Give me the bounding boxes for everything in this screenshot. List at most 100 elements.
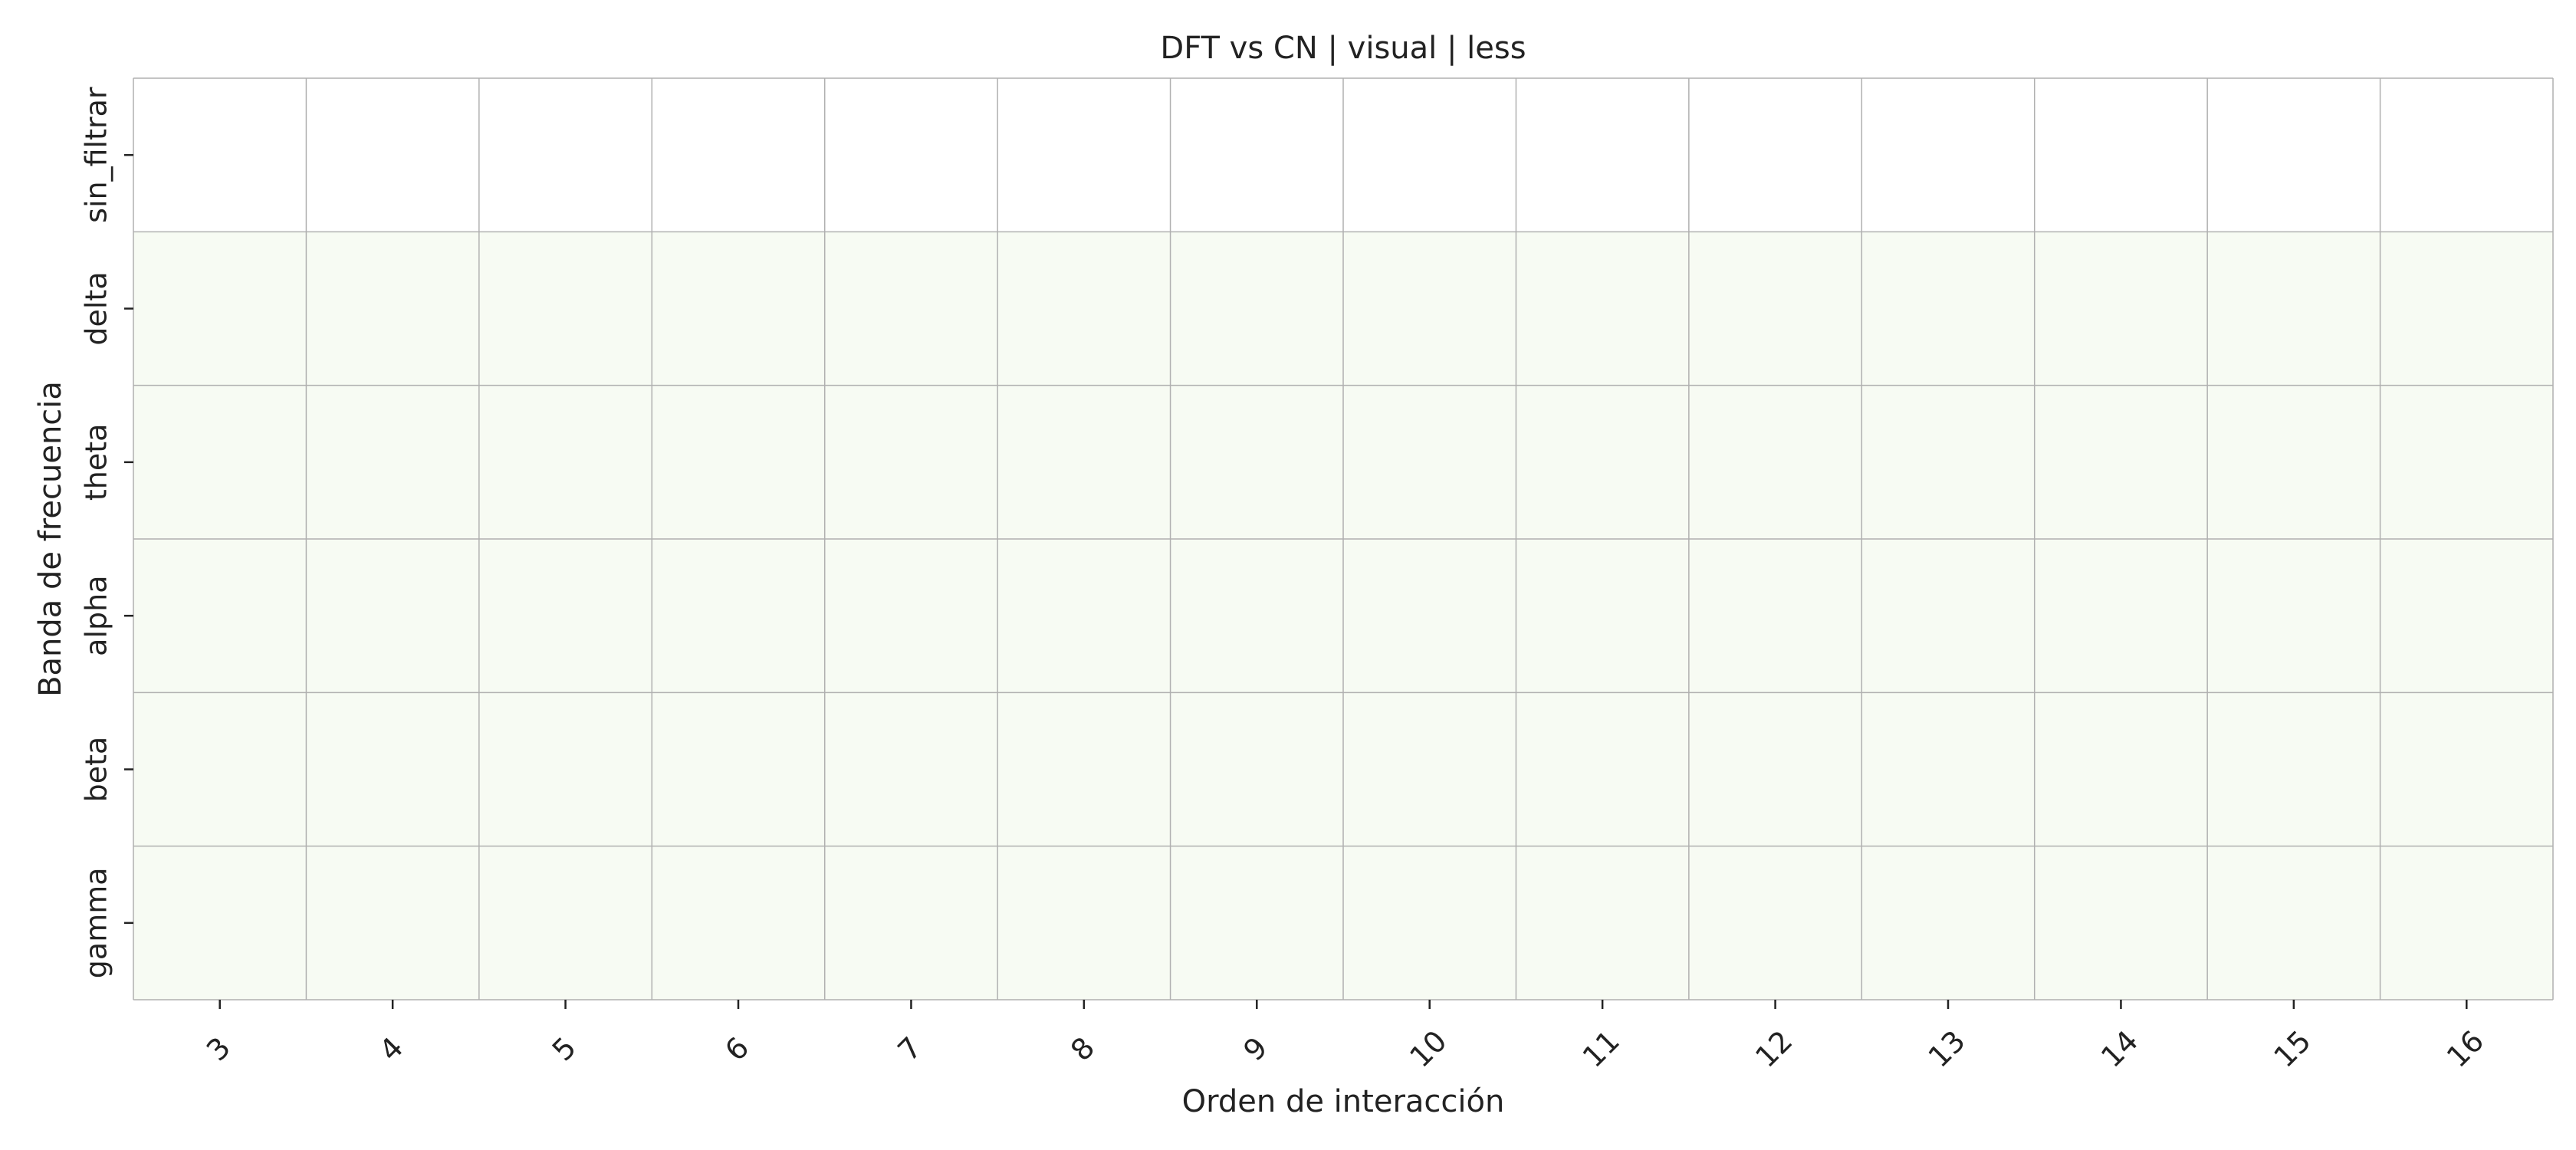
heatmap-cell [2207,78,2380,232]
chart-title: DFT vs CN | visual | less [1160,31,1526,66]
heatmap-cell [1861,692,2035,846]
heatmap-cell [2207,692,2380,846]
y-tick-label: alpha [80,575,113,656]
heatmap-cell [2034,539,2208,693]
heatmap-cell [997,539,1171,693]
heatmap-cell [478,692,652,846]
heatmap-cell [1343,78,1516,232]
heatmap-cell [2207,232,2380,386]
heatmap-cell [824,692,998,846]
y-tick-label: gamma [80,867,113,978]
heatmap-cell [1861,232,2035,386]
heatmap-cell [2380,692,2553,846]
heatmap-cell [2207,385,2380,539]
x-tick-label: 13 [1922,1024,1972,1074]
heatmap-cell [478,539,652,693]
heatmap-cell [1170,846,1343,1000]
heatmap-cell [2380,385,2553,539]
x-tick-label: 14 [2095,1024,2144,1074]
x-axis-label: Orden de interacción [1182,1084,1505,1119]
x-tick-label: 8 [1064,1030,1101,1067]
x-tick-label: 5 [546,1030,583,1067]
x-tick-label: 15 [2267,1024,2317,1074]
heatmap-cell [306,539,479,693]
heatmap-cell [1343,846,1516,1000]
heatmap-cell [2034,846,2208,1000]
heatmap-cell [824,539,998,693]
heatmap-cell [133,846,307,1000]
heatmap-cell [652,78,825,232]
y-tick-label: sin_filtrar [80,87,113,223]
heatmap-cell [306,232,479,386]
heatmap-cell [306,692,479,846]
heatmap-cell [1688,78,1862,232]
y-tick-label: beta [80,737,113,803]
heatmap-cell [1688,385,1862,539]
heatmap-cell [1170,385,1343,539]
x-tick-label: 16 [2440,1024,2490,1074]
x-tick-label: 4 [373,1030,409,1067]
x-axis-ticks: 3 4 5 6 7 8 9 10 11 12 13 14 15 16 [200,1000,2490,1074]
heatmap-cell [2034,385,2208,539]
heatmap-cell [2034,78,2208,232]
heatmap-cell [133,539,307,693]
heatmap-cell [1343,692,1516,846]
heatmap-cell [652,539,825,693]
heatmap-cell [133,232,307,386]
heatmap-cell [1170,539,1343,693]
heatmap-cell [1861,78,2035,232]
heatmap-cell [2034,232,2208,386]
heatmap-cell [306,78,479,232]
heatmap-cell [133,385,307,539]
heatmap-cell [2380,232,2553,386]
heatmap-cell [824,385,998,539]
y-tick-label: theta [80,424,113,501]
x-tick-label: 11 [1576,1024,1626,1074]
heatmap-cell [1861,846,2035,1000]
heatmap-cell [133,692,307,846]
heatmap-cell [1343,385,1516,539]
heatmap-cell [1688,539,1862,693]
x-tick-label: 9 [1237,1030,1273,1067]
y-axis-label: Banda de frecuencia [33,381,68,697]
heatmap-cell [1516,232,1689,386]
heatmap-cell [306,385,479,539]
heatmap-cell [824,78,998,232]
heatmap-cell [1688,692,1862,846]
heatmap-cell [1516,385,1689,539]
heatmap-cell [1861,385,2035,539]
heatmap-gridlines [133,77,2554,1001]
heatmap-cell [824,846,998,1000]
heatmap-cell [1516,692,1689,846]
heatmap-cell [1516,846,1689,1000]
heatmap-cell [997,692,1171,846]
heatmap-cell [997,232,1171,386]
heatmap-cell [652,385,825,539]
heatmap-cell [1170,232,1343,386]
heatmap-cell [824,232,998,386]
heatmap-cell [652,692,825,846]
x-tick-label: 7 [892,1030,928,1067]
heatmap-cell [652,232,825,386]
x-tick-label: 3 [200,1030,237,1067]
heatmap-cell [2207,539,2380,693]
heatmap-cell [1343,539,1516,693]
heatmap-cell [1170,692,1343,846]
heatmap-cell [652,846,825,1000]
heatmap-cell [1688,232,1862,386]
heatmap-cell [133,78,307,232]
heatmap-cell [997,78,1171,232]
heatmap-cell [1516,539,1689,693]
heatmap-cells [133,78,2553,1000]
heatmap-cell [478,385,652,539]
heatmap-cell [1343,232,1516,386]
heatmap-cell [2380,846,2553,1000]
heatmap-cell [478,78,652,232]
heatmap-cell [1516,78,1689,232]
heatmap-cell [997,846,1171,1000]
heatmap-cell [2380,539,2553,693]
x-tick-label: 10 [1403,1024,1453,1074]
heatmap-cell [1861,539,2035,693]
